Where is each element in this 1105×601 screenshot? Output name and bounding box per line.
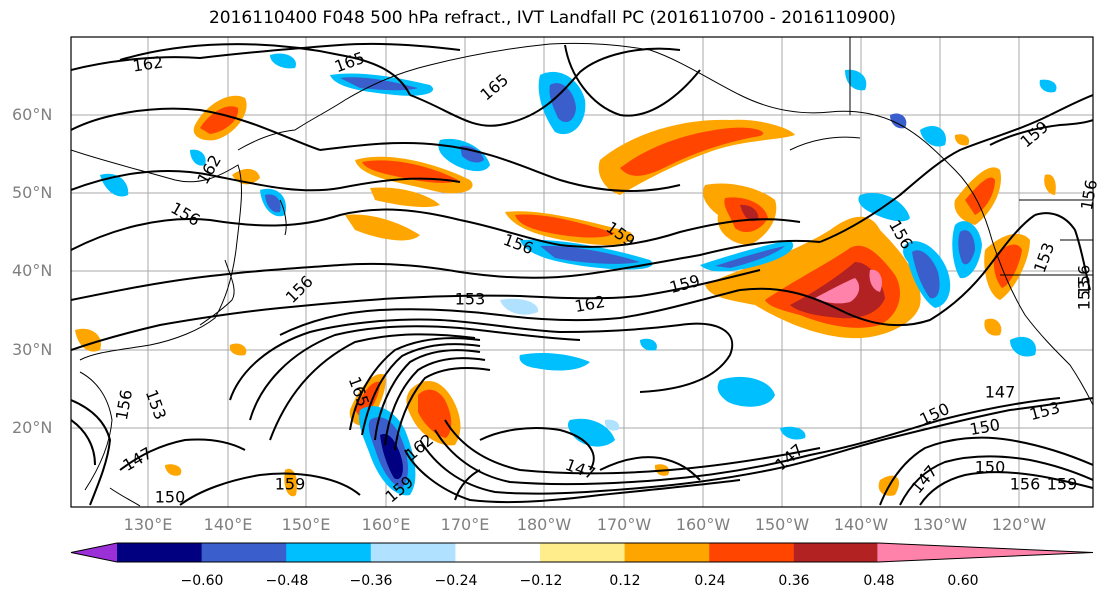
- colorbar-tick: −0.48: [265, 573, 309, 589]
- contour-label: 150: [975, 458, 1006, 477]
- shading-negative: [100, 53, 1057, 496]
- lon-label-170w: 170°W: [596, 515, 652, 534]
- contour-label: 159: [668, 271, 702, 297]
- colorbar-swatch: [201, 543, 287, 562]
- lon-label-140e: 140°E: [203, 515, 253, 534]
- contour-label: 156: [1010, 475, 1041, 494]
- colorbar-swatch: [709, 543, 795, 562]
- contour-label: 165: [332, 48, 367, 76]
- lon-label-150e: 150°E: [281, 515, 331, 534]
- contour-label: 153: [1075, 280, 1094, 311]
- map-frame: [70, 36, 1094, 508]
- lon-label-150w: 150°W: [754, 515, 810, 534]
- contour-label: 147: [985, 383, 1016, 402]
- contour-label: 156: [1077, 178, 1101, 211]
- lon-label-160e: 160°E: [361, 515, 411, 534]
- colorbar-tick: 0.36: [778, 573, 810, 589]
- lon-label-180w: 180°W: [516, 515, 572, 534]
- contour-label: 156: [168, 198, 204, 230]
- contour-label: 147: [120, 443, 156, 475]
- colorbar-extend-high: [877, 543, 1093, 562]
- contour-label: 159: [275, 475, 306, 494]
- lat-label-40n: 40°N: [12, 261, 53, 280]
- lon-label-140w: 140°W: [833, 515, 889, 534]
- contour-label: 156: [282, 272, 317, 307]
- lat-label-50n: 50°N: [12, 183, 53, 202]
- colorbar-tick: 0.12: [609, 573, 641, 589]
- lon-label-130e: 130°E: [123, 515, 173, 534]
- colorbar-tick: −0.24: [434, 573, 478, 589]
- lat-label-20n: 20°N: [12, 418, 53, 437]
- contour-label: 153: [1030, 240, 1058, 275]
- colorbar-swatch: [286, 543, 372, 562]
- colorbar-tick: 0.60: [947, 573, 979, 589]
- contour-label: 159: [1017, 117, 1053, 151]
- contour-label: 153: [142, 387, 170, 422]
- contours: [71, 42, 1093, 506]
- colorbar-tick: 0.48: [863, 573, 895, 589]
- contour-label: 156: [1075, 265, 1094, 296]
- lon-label-120w: 120°W: [991, 515, 1047, 534]
- colorbar-extend-low: [71, 543, 118, 562]
- lon-label-130w: 130°W: [912, 515, 968, 534]
- lat-label-60n: 60°N: [12, 105, 53, 124]
- colorbar-swatch: [455, 543, 541, 562]
- colorbar-swatch: [117, 543, 203, 562]
- lat-label-30n: 30°N: [12, 340, 53, 359]
- shading-positive: [75, 95, 1056, 497]
- colorbar-tick: −0.60: [180, 573, 224, 589]
- contour-label: 162: [131, 52, 164, 75]
- contour-label: 156: [501, 230, 536, 258]
- colorbar-tick: −0.12: [519, 573, 563, 589]
- lon-label-160w: 160°W: [675, 515, 731, 534]
- colorbar-swatch: [370, 543, 456, 562]
- colorbar-tick: 0.24: [694, 573, 726, 589]
- contour-label: 150: [968, 415, 1001, 439]
- chart-title: 2016110400 F048 500 hPa refract., IVT La…: [208, 8, 896, 28]
- contour-label: 156: [112, 388, 136, 421]
- contour-label: 162: [573, 292, 606, 316]
- contour-label: 147: [563, 455, 598, 483]
- contour-label: 165: [477, 70, 513, 104]
- colorbar-swatch: [793, 543, 879, 562]
- colorbar-tick: −0.36: [349, 573, 393, 589]
- colorbar-swatch: [540, 543, 626, 562]
- colorbar: [70, 542, 1094, 563]
- contour-label: 153: [455, 290, 486, 309]
- colorbar-swatch: [624, 543, 710, 562]
- lon-label-170e: 170°E: [440, 515, 490, 534]
- contour-label: 159: [1047, 475, 1078, 494]
- contour-label: 150: [155, 488, 186, 507]
